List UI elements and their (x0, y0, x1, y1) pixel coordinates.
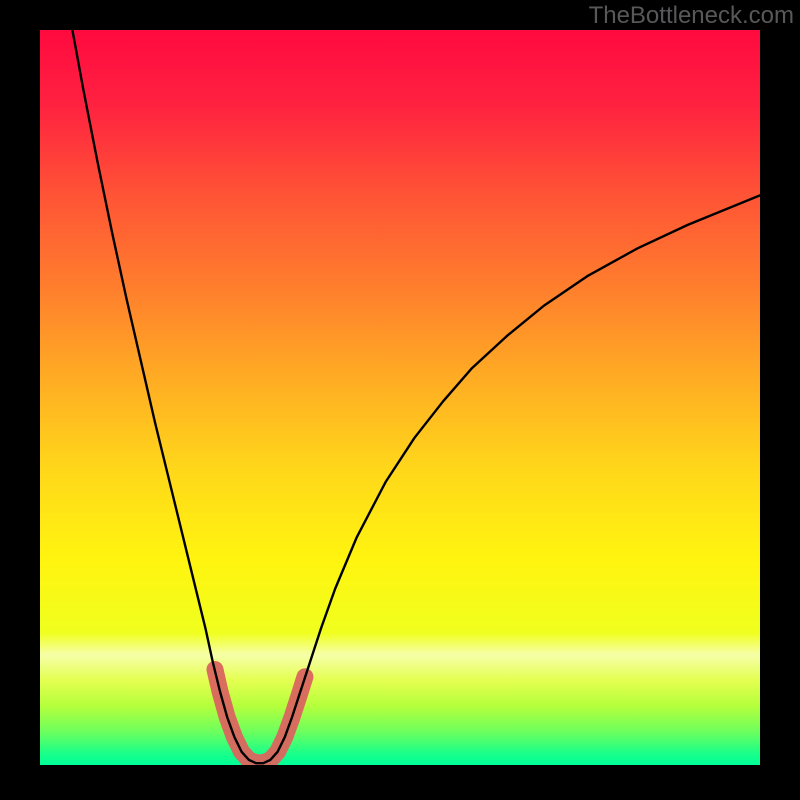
plot-background (40, 30, 760, 765)
watermark-label: TheBottleneck.com (589, 2, 794, 30)
chart-stage: TheBottleneck.com (0, 0, 800, 800)
chart-svg (0, 0, 800, 800)
